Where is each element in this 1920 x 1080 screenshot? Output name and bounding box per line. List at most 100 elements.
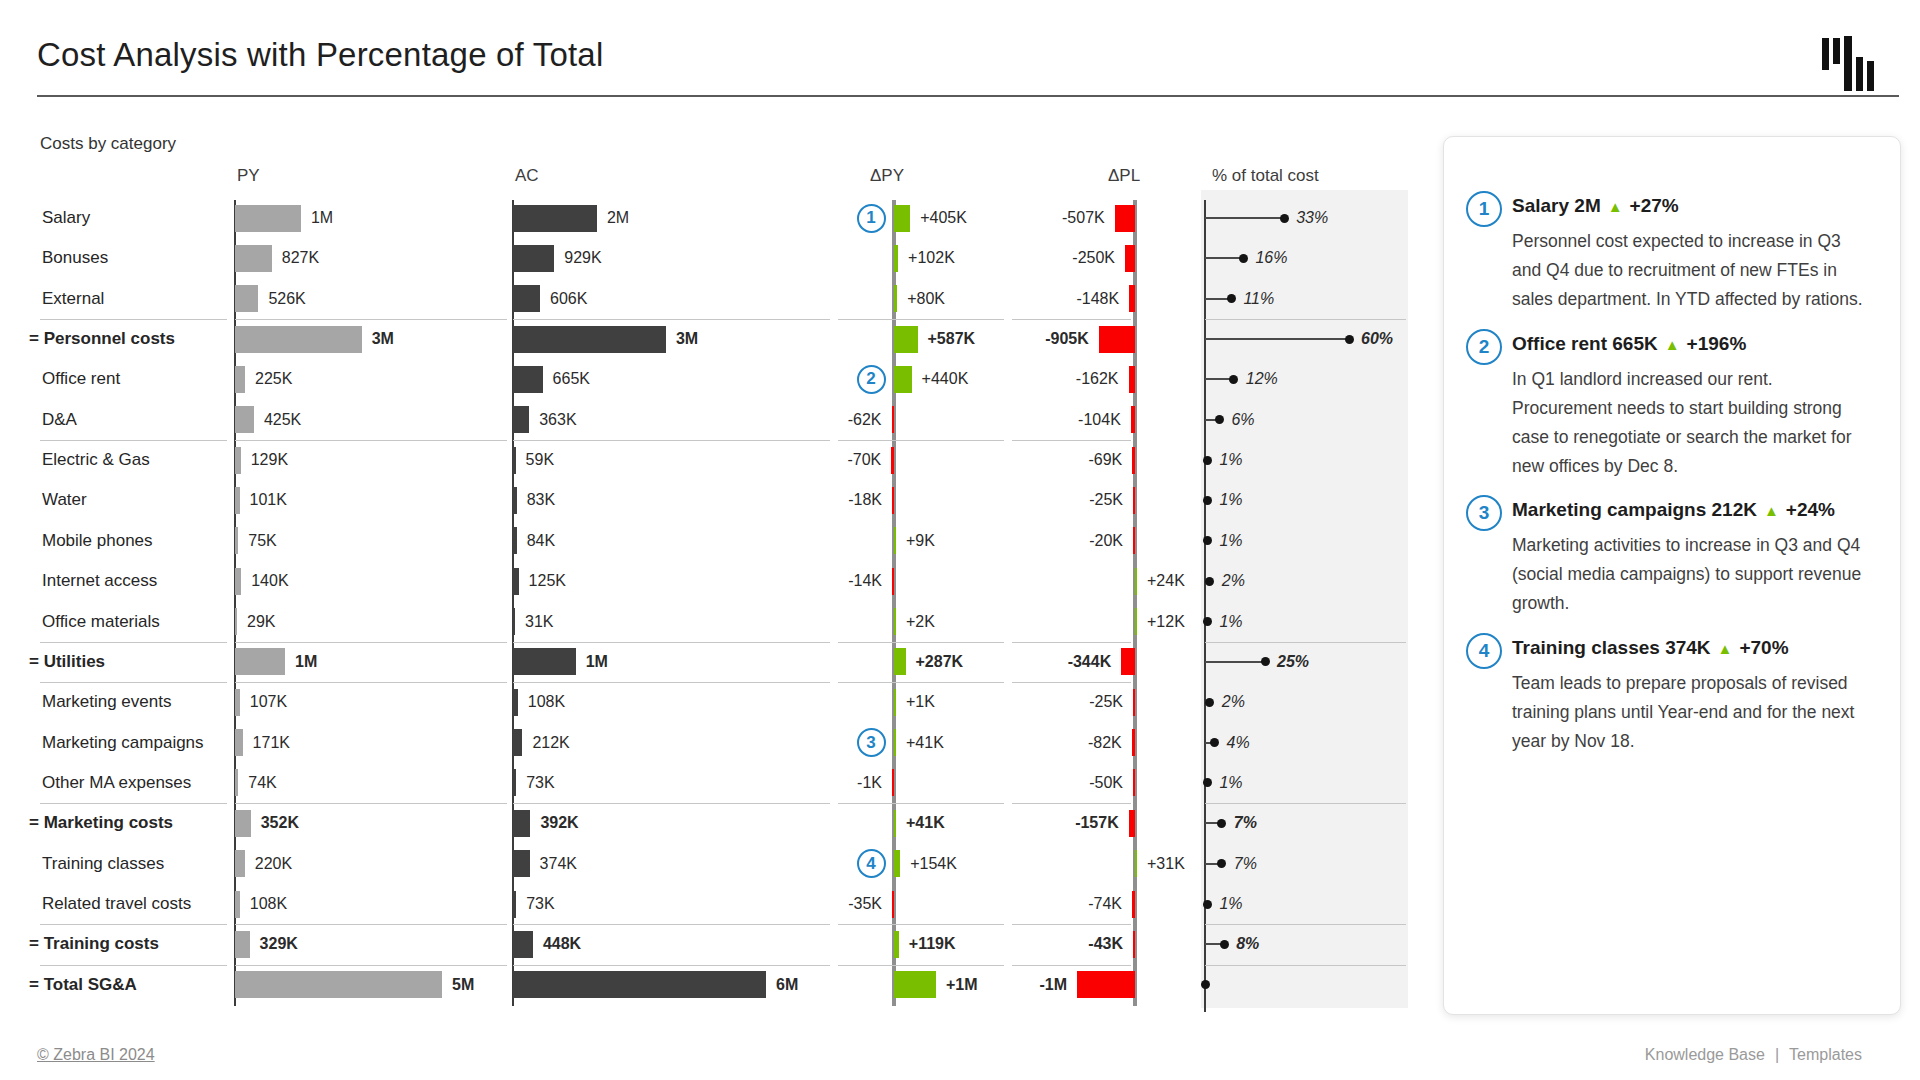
py-bar[interactable] <box>235 608 237 635</box>
ac-bar[interactable] <box>513 447 516 474</box>
py-bar[interactable] <box>235 326 362 353</box>
delta-py-bar[interactable] <box>892 568 894 595</box>
delta-py-bar[interactable] <box>894 850 900 877</box>
delta-py-bar[interactable] <box>894 608 896 635</box>
delta-py-bar[interactable] <box>894 527 896 554</box>
py-bar[interactable] <box>235 931 250 958</box>
py-bar[interactable] <box>235 568 241 595</box>
pct-value: 4% <box>1227 723 1250 763</box>
delta-py-bar[interactable] <box>894 326 918 353</box>
annotation-marker[interactable]: 3 <box>857 728 886 757</box>
delta-py-bar[interactable] <box>891 447 894 474</box>
annotation-marker[interactable]: 4 <box>857 849 886 878</box>
pct-dot[interactable] <box>1280 214 1289 223</box>
pct-dot[interactable] <box>1239 254 1248 263</box>
pct-dot[interactable] <box>1345 335 1354 344</box>
ac-bar[interactable] <box>513 971 766 998</box>
py-bar[interactable] <box>235 527 238 554</box>
delta-pl-bar[interactable] <box>1115 205 1135 232</box>
delta-pl-bar[interactable] <box>1133 689 1135 716</box>
delta-pl-bar[interactable] <box>1135 568 1137 595</box>
py-bar[interactable] <box>235 729 243 756</box>
delta-py-bar[interactable] <box>894 971 936 998</box>
delta-pl-bar[interactable] <box>1129 810 1135 837</box>
pct-dot[interactable] <box>1220 940 1229 949</box>
delta-py-bar[interactable] <box>894 205 910 232</box>
delta-pl-bar[interactable] <box>1129 366 1136 393</box>
ac-bar[interactable] <box>513 689 518 716</box>
delta-pl-bar[interactable] <box>1132 447 1135 474</box>
ac-bar[interactable] <box>513 648 576 675</box>
delta-pl-bar[interactable] <box>1133 527 1135 554</box>
ac-bar[interactable] <box>513 205 597 232</box>
delta-py-bar[interactable] <box>894 931 899 958</box>
pct-dot[interactable] <box>1203 617 1212 626</box>
copyright-link[interactable]: © Zebra BI 2024 <box>37 1046 155 1064</box>
ac-bar[interactable] <box>513 769 516 796</box>
ac-bar[interactable] <box>513 326 666 353</box>
ac-bar[interactable] <box>513 850 530 877</box>
ac-bar[interactable] <box>513 729 522 756</box>
py-bar[interactable] <box>235 285 258 312</box>
delta-py-bar[interactable] <box>892 487 894 514</box>
py-bar[interactable] <box>235 366 245 393</box>
ac-bar[interactable] <box>513 406 529 433</box>
pct-dot[interactable] <box>1203 496 1212 505</box>
delta-pl-bar[interactable] <box>1135 608 1137 635</box>
delta-pl-bar[interactable] <box>1131 406 1135 433</box>
delta-py-bar[interactable] <box>894 689 896 716</box>
py-bar[interactable] <box>235 447 241 474</box>
delta-pl-bar[interactable] <box>1133 769 1135 796</box>
ac-bar[interactable] <box>513 568 519 595</box>
py-bar[interactable] <box>235 891 240 918</box>
delta-py-bar[interactable] <box>892 769 894 796</box>
py-bar[interactable] <box>235 245 272 272</box>
delta-pl-bar[interactable] <box>1133 487 1135 514</box>
py-bar[interactable] <box>235 810 251 837</box>
knowledge-base-link[interactable]: Knowledge Base <box>1645 1046 1765 1063</box>
delta-py-bar[interactable] <box>894 810 896 837</box>
py-bar[interactable] <box>235 971 442 998</box>
py-bar[interactable] <box>235 487 240 514</box>
annotation-marker[interactable]: 1 <box>857 204 886 233</box>
delta-pl-bar[interactable] <box>1132 729 1135 756</box>
delta-py-bar[interactable] <box>894 648 906 675</box>
pct-dot[interactable] <box>1205 577 1214 586</box>
pct-dot[interactable] <box>1205 698 1214 707</box>
annotation-marker[interactable]: 2 <box>857 365 886 394</box>
py-bar[interactable] <box>235 769 238 796</box>
delta-pl-bar[interactable] <box>1135 850 1137 877</box>
delta-py-bar[interactable] <box>894 285 897 312</box>
ac-bar[interactable] <box>513 931 533 958</box>
ac-bar[interactable] <box>513 245 554 272</box>
delta-pl-bar[interactable] <box>1129 285 1135 312</box>
delta-pl-bar[interactable] <box>1132 891 1135 918</box>
ac-bar[interactable] <box>513 285 540 312</box>
py-bar[interactable] <box>235 648 285 675</box>
pct-dot[interactable] <box>1203 900 1212 909</box>
ac-bar[interactable] <box>513 608 515 635</box>
ac-bar[interactable] <box>513 487 517 514</box>
py-bar[interactable] <box>235 205 301 232</box>
ac-bar[interactable] <box>513 810 530 837</box>
delta-py-bar[interactable] <box>894 366 912 393</box>
py-bar[interactable] <box>235 689 240 716</box>
pct-dot[interactable] <box>1261 657 1270 666</box>
delta-pl-bar[interactable] <box>1099 326 1135 353</box>
delta-py-bar[interactable] <box>894 245 898 272</box>
pct-dot[interactable] <box>1201 980 1210 989</box>
delta-pl-bar[interactable] <box>1121 648 1135 675</box>
ac-bar[interactable] <box>513 527 517 554</box>
templates-link[interactable]: Templates <box>1789 1046 1862 1063</box>
ac-bar[interactable] <box>513 366 543 393</box>
py-bar[interactable] <box>235 406 254 433</box>
delta-pl-bar[interactable] <box>1133 931 1135 958</box>
ac-bar[interactable] <box>513 891 516 918</box>
delta-pl-bar[interactable] <box>1125 245 1135 272</box>
delta-py-bar[interactable] <box>892 406 895 433</box>
delta-py-bar[interactable] <box>892 891 894 918</box>
delta-pl-bar[interactable] <box>1077 971 1135 998</box>
py-bar[interactable] <box>235 850 245 877</box>
pct-dot[interactable] <box>1203 456 1212 465</box>
delta-py-bar[interactable] <box>894 729 896 756</box>
